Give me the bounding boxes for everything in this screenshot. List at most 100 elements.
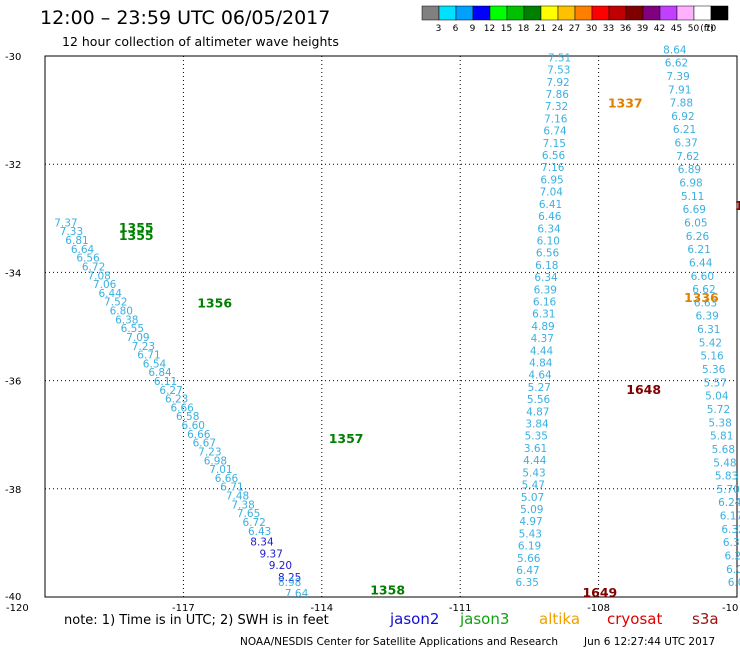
swh-value-label: 4.44 bbox=[530, 345, 554, 357]
swh-value-label: 6.37 bbox=[674, 138, 697, 150]
track-cryosat: 8.646.627.397.917.886.926.216.377.626.89… bbox=[663, 44, 740, 589]
swh-value-label: 7.09 bbox=[126, 332, 149, 344]
y-edge-label-north: -30 bbox=[5, 52, 21, 63]
swh-value-label: 7.08 bbox=[87, 270, 110, 282]
swh-value-label: 5.70 bbox=[716, 484, 739, 496]
swh-value-label: 6.56 bbox=[76, 253, 100, 265]
swh-value-label: 6.21 bbox=[687, 244, 710, 256]
swh-value-label: 6.39 bbox=[695, 311, 718, 323]
swh-value-label: 7.39 bbox=[666, 71, 689, 83]
legend-item-jason2: jason2 bbox=[389, 610, 439, 628]
colorbar-swatch bbox=[659, 5, 678, 21]
swh-value-label: 5.83 bbox=[715, 471, 738, 483]
swh-value-label: 6.98 bbox=[204, 455, 227, 467]
swh-value-label: 7.15 bbox=[543, 138, 566, 150]
colorbar-tick-label: 18 bbox=[518, 24, 530, 34]
swh-value-label: 6.84 bbox=[148, 367, 172, 379]
swh-value-label: 6.46 bbox=[538, 211, 562, 223]
colorbar-tick-label: 15 bbox=[501, 24, 512, 34]
swh-value-label: 9.20 bbox=[269, 560, 292, 572]
swh-value-label: 6.71 bbox=[220, 482, 243, 494]
swh-value-label: 6.64 bbox=[71, 244, 95, 256]
swh-value-label: 6.11 bbox=[154, 376, 177, 388]
swh-value-label: 6.72 bbox=[82, 261, 105, 273]
swh-value-label: 7.04 bbox=[540, 187, 564, 199]
swh-value-label: 5.09 bbox=[520, 504, 543, 516]
swh-value-label: 5.81 bbox=[710, 431, 733, 443]
swh-value-label: 6.54 bbox=[143, 358, 167, 370]
y-tick-label: -32 bbox=[5, 160, 21, 171]
legend-item-cryosat: cryosat bbox=[607, 610, 662, 628]
swh-value-label: 5.16 bbox=[700, 351, 724, 363]
swh-value-label: 6.62 bbox=[665, 58, 688, 70]
swh-value-label: 5.36 bbox=[702, 364, 726, 376]
colorbar-tick-label: 9 bbox=[470, 24, 476, 34]
swh-value-label: 6.23 bbox=[165, 394, 188, 406]
swh-value-label: 5.42 bbox=[699, 337, 722, 349]
swh-value-label: 6.98 bbox=[679, 178, 702, 190]
swh-value-label: 6.47 bbox=[516, 565, 539, 577]
colorbar-tick-label: 50 bbox=[688, 24, 700, 34]
swh-value-label: 5.43 bbox=[522, 467, 545, 479]
mission-legend: jason2 jason3 altika cryosat s3a bbox=[389, 610, 719, 628]
swh-value-label: 3.84 bbox=[525, 419, 549, 431]
pass-time-label: 1358 bbox=[370, 582, 405, 597]
swh-value-label: 7.01 bbox=[209, 464, 232, 476]
map-plot: -120 -10 -30 -40 -117 -114 -111 -108 -32 -34 -… bbox=[5, 44, 740, 614]
colorbar-tick-label: 6 bbox=[453, 24, 459, 34]
pass-time-label: 1355 bbox=[119, 220, 154, 235]
swh-value-label: 7.32 bbox=[545, 101, 568, 113]
x-edge-label-east: -10 bbox=[722, 603, 738, 614]
swh-value-label: 7.33 bbox=[60, 226, 83, 238]
swh-value-label: 5.48 bbox=[713, 457, 736, 469]
swh-value-label: 6.72 bbox=[242, 517, 265, 529]
swh-value-label: 6.31 bbox=[532, 309, 555, 321]
y-tick-label: -36 bbox=[5, 377, 21, 388]
swh-value-label: 3.61 bbox=[524, 443, 547, 455]
swh-value-label: 6.95 bbox=[540, 174, 563, 186]
colorbar-swatch bbox=[540, 5, 559, 21]
x-tick-label: -111 bbox=[449, 603, 472, 614]
swh-value-label: 6.05 bbox=[684, 217, 707, 229]
colorbar-tick-label: 30 bbox=[586, 24, 598, 34]
colorbar-swatch bbox=[455, 5, 474, 21]
swh-value-label: 6.04 bbox=[726, 564, 740, 576]
swh-value-label: 6.44 bbox=[689, 257, 713, 269]
swh-value-label: 6.58 bbox=[176, 411, 199, 423]
swh-value-label: 6.18 bbox=[535, 260, 558, 272]
swh-value-label: 6.56 bbox=[536, 248, 560, 260]
pass-time-label: 1337 bbox=[608, 95, 643, 110]
swh-value-label: 6.32 bbox=[721, 524, 740, 536]
swh-value-label: 6.80 bbox=[110, 306, 133, 318]
swh-value-label: 6.26 bbox=[686, 231, 710, 243]
colorbar-tick-label: 3 bbox=[436, 24, 442, 34]
swh-value-label: 5.56 bbox=[527, 394, 551, 406]
swh-value-label: 5.43 bbox=[519, 528, 542, 540]
swh-value-label: 7.53 bbox=[547, 65, 570, 77]
swh-value-label: 6.74 bbox=[543, 126, 567, 138]
colorbar-swatch bbox=[574, 5, 593, 21]
swh-value-label: 6.71 bbox=[137, 350, 160, 362]
colorbar-tick-label: 12 bbox=[484, 24, 495, 34]
colorbar-swatch bbox=[506, 5, 525, 21]
swh-value-label: 6.67 bbox=[193, 438, 216, 450]
swh-value-label: 6.39 bbox=[534, 284, 557, 296]
colorbar-tick-label: 33 bbox=[603, 24, 614, 34]
swh-value-label: 7.16 bbox=[544, 113, 568, 125]
swh-value-label: 5.27 bbox=[528, 382, 551, 394]
colorbar-swatch bbox=[676, 5, 695, 21]
colorbar-swatch bbox=[591, 5, 610, 21]
swh-value-label: 6.60 bbox=[691, 271, 714, 283]
generation-timestamp: Jun 6 12:27:44 UTC 2017 bbox=[583, 636, 715, 648]
x-tick-label: -117 bbox=[172, 603, 195, 614]
legend-item-altika: altika bbox=[539, 610, 580, 628]
swh-value-label: 4.89 bbox=[531, 321, 554, 333]
swh-value-label: 5.11 bbox=[681, 191, 704, 203]
swh-value-label: 6.63 bbox=[694, 297, 717, 309]
swh-value-label: 8.64 bbox=[663, 44, 687, 56]
swh-value-label: 6.62 bbox=[692, 284, 715, 296]
colorbar-tick-label: 70 bbox=[705, 24, 717, 34]
colorbar-swatch bbox=[642, 5, 661, 21]
swh-value-label: 8.98 bbox=[278, 577, 301, 589]
swh-value-label: 6.35 bbox=[516, 577, 539, 589]
